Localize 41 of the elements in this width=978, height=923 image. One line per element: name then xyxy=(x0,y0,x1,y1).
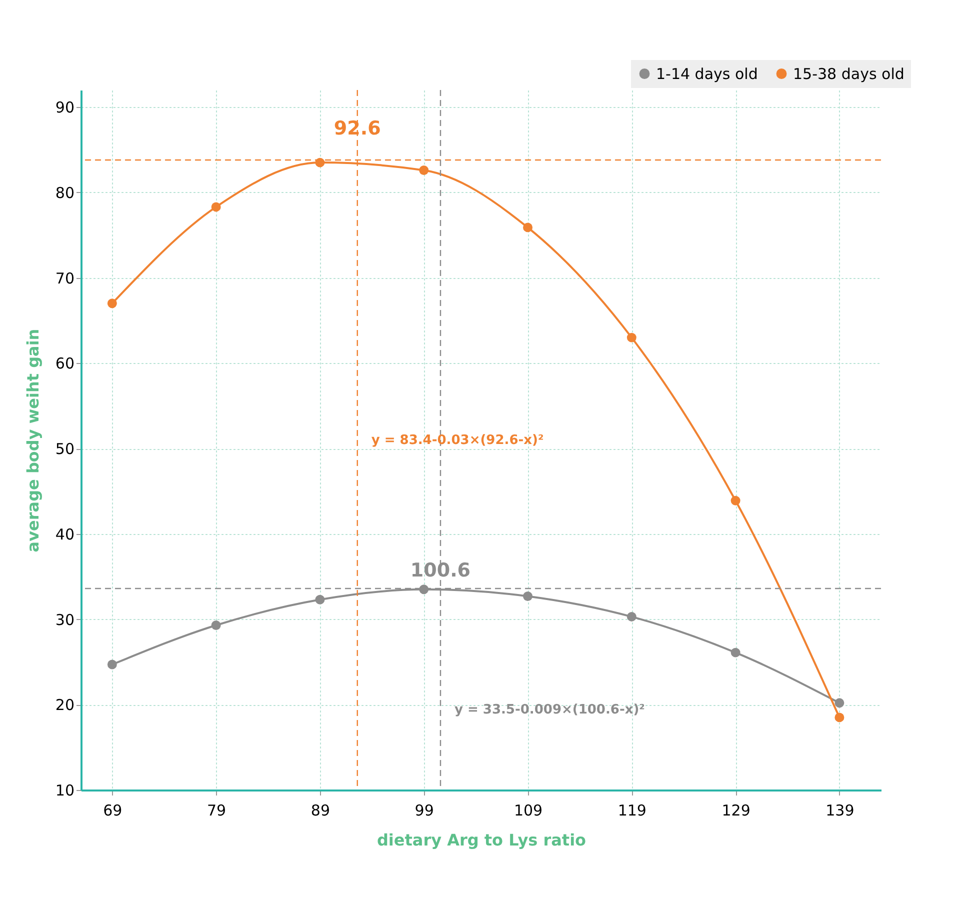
annotation: y = 33.5-0.009×(100.6-x)² xyxy=(454,702,645,718)
y-tick-label: 60 xyxy=(55,354,74,373)
point xyxy=(315,158,325,168)
point xyxy=(315,594,325,604)
point xyxy=(834,698,844,708)
y-tick-label: 50 xyxy=(55,440,74,458)
point xyxy=(730,496,740,506)
point xyxy=(107,660,117,670)
x-tick-label: 129 xyxy=(722,802,750,820)
point xyxy=(626,612,636,622)
point xyxy=(523,222,532,232)
x-tick-label: 69 xyxy=(103,802,122,820)
x-tick-label: 79 xyxy=(207,802,226,820)
annotation: y = 83.4-0.03×(92.6-x)² xyxy=(371,433,544,448)
point xyxy=(834,712,844,722)
legend-label: 15-38 days old xyxy=(793,64,904,83)
y-axis-title: average body weiht gain xyxy=(23,328,42,552)
point xyxy=(107,298,117,308)
point xyxy=(730,648,740,658)
annotation: 100.6 xyxy=(410,560,471,582)
y-tick-label: 70 xyxy=(55,269,74,288)
y-tick-label: 80 xyxy=(55,184,74,202)
point xyxy=(211,620,221,630)
x-tick-label: 119 xyxy=(618,802,646,820)
point xyxy=(419,584,429,594)
point xyxy=(211,202,221,212)
y-tick-label: 90 xyxy=(55,98,74,117)
legend-label: 1-14 days old xyxy=(656,64,758,83)
y-tick-label: 30 xyxy=(55,610,74,629)
x-tick-label: 139 xyxy=(826,802,854,820)
point xyxy=(626,332,636,342)
y-tick-label: 40 xyxy=(55,525,74,544)
point xyxy=(419,166,429,175)
x-tick-label: 109 xyxy=(514,802,543,820)
y-tick-label: 20 xyxy=(55,696,74,714)
x-tick-label: 89 xyxy=(310,802,330,820)
point xyxy=(523,591,532,601)
annotation: 92.6 xyxy=(334,117,381,140)
x-tick-label: 99 xyxy=(414,802,434,820)
x-axis-title: dietary Arg to Lys ratio xyxy=(376,830,586,850)
y-tick-label: 10 xyxy=(55,782,74,800)
